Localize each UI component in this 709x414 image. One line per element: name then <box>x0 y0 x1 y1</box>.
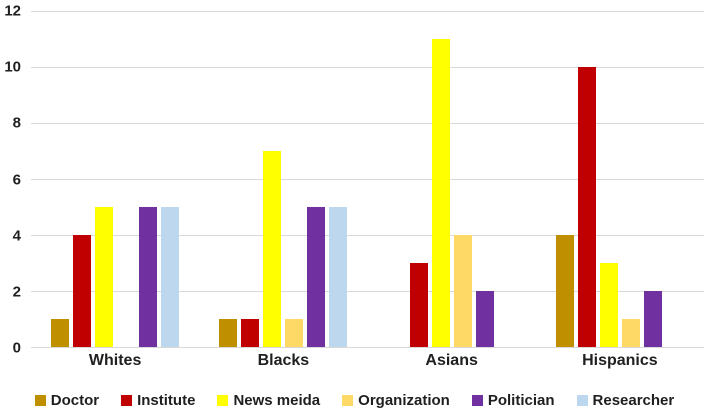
bar <box>555 235 574 347</box>
legend-swatch <box>121 395 133 406</box>
bar <box>475 291 494 347</box>
bar-slot <box>73 11 92 347</box>
y-tick-label: 6 <box>12 171 21 188</box>
bar-group <box>536 11 704 347</box>
legend-swatch <box>34 395 46 406</box>
bar-slot <box>388 11 406 347</box>
category-label: Blacks <box>257 352 310 369</box>
legend-item: Institute <box>121 392 195 409</box>
bar-slot <box>285 11 304 347</box>
bar <box>453 235 472 347</box>
legend-item: News meida <box>217 392 320 409</box>
bar-groups <box>31 11 704 347</box>
legend-item: Doctor <box>34 392 100 409</box>
legend-item: Researcher <box>576 392 675 409</box>
x-axis-labels: Whites Blacks Asians Hispanics <box>31 352 704 370</box>
bar-slot <box>95 11 114 347</box>
legend-label: Organization <box>358 392 450 409</box>
bar-slot <box>161 11 180 347</box>
bar <box>51 319 70 347</box>
y-tick-label: 8 <box>12 114 21 132</box>
bar-slot <box>329 11 348 347</box>
bar-group <box>31 11 199 347</box>
y-tick-label: 0 <box>12 339 21 357</box>
bar-slot <box>117 11 135 347</box>
legend-swatch <box>471 395 483 406</box>
legend-label: News meida <box>233 392 321 409</box>
category-label: Asians <box>425 352 478 369</box>
bar-slot <box>431 11 450 347</box>
gridline <box>31 67 704 68</box>
bar <box>73 235 92 347</box>
legend-label: Institute <box>137 392 196 409</box>
bar-group <box>368 11 536 347</box>
bar <box>621 319 640 347</box>
gridline <box>31 123 704 125</box>
bar-slot <box>555 11 574 347</box>
bar-slot <box>307 11 326 347</box>
legend: Doctor Institute News meida Organization Pol… <box>0 392 709 409</box>
bar <box>599 263 618 347</box>
legend-swatch <box>342 395 354 406</box>
gridline <box>31 179 704 180</box>
bar-slot <box>577 11 596 347</box>
bar <box>95 207 114 347</box>
bar-slot <box>599 11 618 347</box>
bar-group <box>199 11 367 347</box>
bar <box>285 319 304 347</box>
gridline <box>31 11 704 12</box>
legend-swatch <box>217 395 229 406</box>
legend-label: Researcher <box>592 392 675 409</box>
bar-slot <box>498 11 516 347</box>
legend-item: Politician <box>471 392 555 409</box>
bar <box>241 319 260 347</box>
y-tick-label: 2 <box>12 283 21 301</box>
legend-label: Politician <box>487 392 555 409</box>
category-label: Whites <box>88 352 142 369</box>
bar-slot <box>263 11 282 347</box>
y-tick-label: 4 <box>12 227 21 245</box>
bar-slot <box>241 11 260 347</box>
bar-slot <box>409 11 428 347</box>
plot-area <box>31 11 704 348</box>
bar <box>161 207 180 347</box>
bar <box>643 291 662 347</box>
bar-slot <box>475 11 494 347</box>
bar <box>329 207 348 347</box>
bar-slot <box>139 11 158 347</box>
bar <box>219 319 238 347</box>
bar-slot <box>453 11 472 347</box>
bar <box>577 67 596 347</box>
y-tick-label: 10 <box>4 58 21 76</box>
bar <box>431 39 450 347</box>
legend-label: Doctor <box>50 392 100 409</box>
bar-slot <box>666 11 684 347</box>
gridline <box>31 291 704 293</box>
bar-slot <box>643 11 662 347</box>
bar <box>139 207 158 347</box>
legend-item: Organization <box>342 392 450 409</box>
bar-slot <box>219 11 238 347</box>
bar-slot <box>51 11 70 347</box>
bar-slot <box>621 11 640 347</box>
legend-swatch <box>576 395 588 406</box>
bar <box>307 207 326 347</box>
bar <box>409 263 428 347</box>
y-tick-label: 12 <box>4 2 21 20</box>
category-label: Hispanics <box>582 352 658 369</box>
y-axis: 0 2 4 6 8 10 12 <box>0 4 21 356</box>
bar <box>263 151 282 347</box>
gridline <box>31 235 704 237</box>
